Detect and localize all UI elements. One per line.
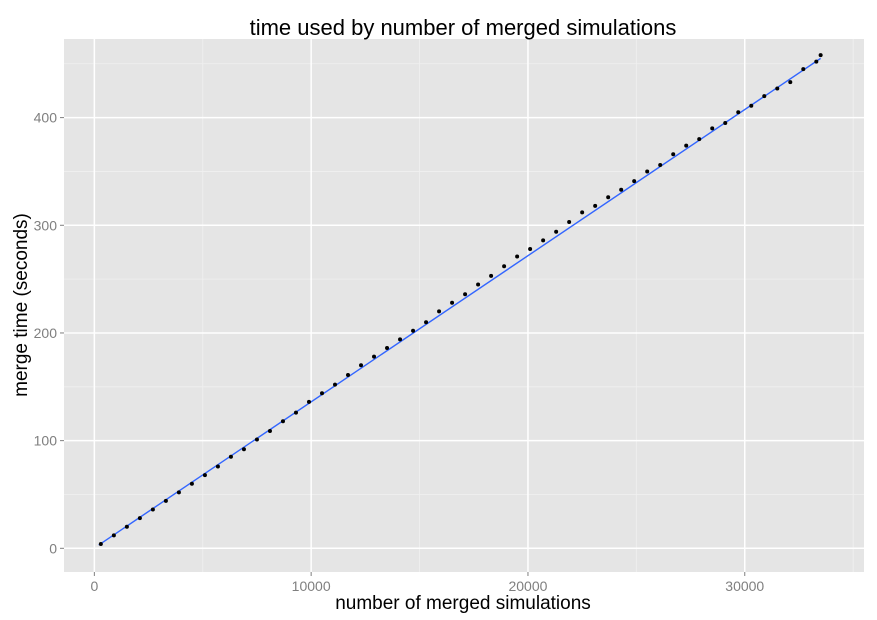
data-point <box>163 498 168 503</box>
data-point <box>749 103 754 108</box>
y-tick-label: 300 <box>34 217 58 233</box>
data-point <box>814 59 819 64</box>
data-point <box>98 542 103 547</box>
x-tick-label: 10000 <box>292 578 331 594</box>
data-point <box>775 86 780 91</box>
data-point <box>215 464 220 469</box>
data-point <box>606 195 611 200</box>
data-point <box>697 137 702 142</box>
y-tick-label: 400 <box>34 110 58 126</box>
x-tick-label: 20000 <box>508 578 547 594</box>
data-point <box>437 309 442 314</box>
x-axis-ticks: 0 10000 20000 30000 <box>90 572 764 594</box>
data-point <box>593 203 598 208</box>
data-point <box>372 354 377 359</box>
data-point <box>502 264 507 269</box>
data-point <box>424 320 429 325</box>
data-point <box>762 94 767 99</box>
data-point <box>254 437 259 442</box>
data-point <box>723 120 728 125</box>
x-tick-label: 0 <box>90 578 98 594</box>
plot-panel <box>64 39 864 572</box>
data-point <box>788 80 793 85</box>
y-tick-label: 0 <box>49 540 57 556</box>
data-point <box>671 152 676 157</box>
data-point <box>319 391 324 396</box>
x-tick-label: 30000 <box>725 578 764 594</box>
y-tick-label: 200 <box>34 325 58 341</box>
data-point <box>489 273 494 278</box>
data-point <box>176 490 181 495</box>
data-point <box>554 229 559 234</box>
data-point <box>293 410 298 415</box>
data-point <box>411 328 416 333</box>
data-point <box>463 292 468 297</box>
data-point <box>541 238 546 243</box>
data-point <box>150 507 155 512</box>
data-point <box>267 428 272 433</box>
data-point <box>280 419 285 424</box>
data-point <box>528 246 533 251</box>
data-point <box>111 533 116 538</box>
data-point <box>476 282 481 287</box>
data-point <box>632 179 637 184</box>
data-point <box>580 210 585 215</box>
data-point <box>567 220 572 225</box>
data-points <box>98 53 823 547</box>
data-point <box>241 447 246 452</box>
data-point <box>736 110 741 115</box>
data-point <box>124 524 129 529</box>
data-point <box>450 300 455 305</box>
major-gridlines <box>64 39 864 572</box>
data-point <box>645 169 650 174</box>
data-point <box>818 53 823 58</box>
y-tick-label: 100 <box>34 433 58 449</box>
data-point <box>515 254 520 259</box>
data-point <box>306 399 311 404</box>
data-point <box>619 187 624 192</box>
data-point <box>202 473 207 478</box>
chart-title: time used by number of merged simulation… <box>250 15 677 40</box>
data-point <box>801 67 806 72</box>
data-point <box>658 162 663 167</box>
data-point <box>346 372 351 377</box>
y-axis-title: merge time (seconds) <box>11 213 32 397</box>
data-point <box>137 516 142 521</box>
data-point <box>385 346 390 351</box>
x-axis-title: number of merged simulations <box>335 593 591 614</box>
data-point <box>189 481 194 486</box>
data-point <box>398 337 403 342</box>
data-point <box>684 143 689 148</box>
y-axis-ticks: 0 100 200 300 400 <box>34 110 64 556</box>
data-point <box>228 454 233 459</box>
data-point <box>710 126 715 131</box>
data-point <box>333 382 338 387</box>
data-point <box>359 363 364 368</box>
minor-gridlines <box>64 39 864 572</box>
